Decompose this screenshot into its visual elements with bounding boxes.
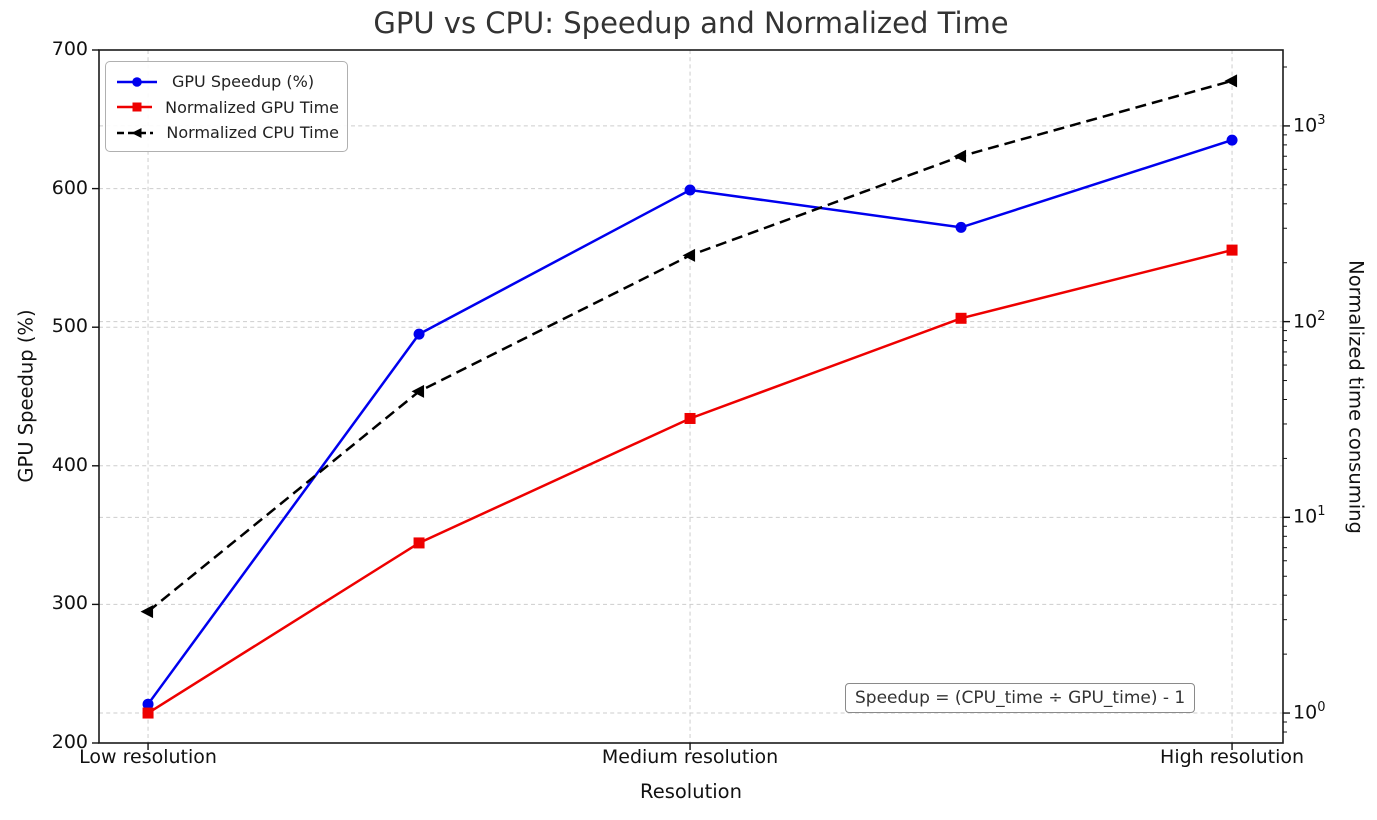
right-tick-label-1e2: 102 — [1293, 308, 1326, 332]
legend-label-cpu-time: Normalized CPU Time — [166, 123, 339, 142]
left-tick-label-200: 200 — [51, 731, 88, 753]
series-normalized-gpu-time — [142, 244, 1238, 719]
left-tick-label-400: 400 — [51, 453, 88, 476]
formula-annotation: Speedup = (CPU_time ÷ GPU_time) - 1 — [845, 683, 1196, 713]
data-point-normalized-gpu-time-3 — [955, 312, 967, 324]
legend-item-cpu-time: Normalized CPU Time — [115, 120, 339, 145]
left-tick-label-300: 300 — [51, 592, 88, 615]
x-tick-label-medium-resolution: Medium resolution — [601, 746, 779, 768]
plot-border — [98, 49, 1284, 744]
right-axis-label: Normalized time consuming — [1344, 260, 1368, 534]
data-point-gpu-speedup-2 — [684, 184, 696, 196]
series-gpu-speedup — [142, 134, 1238, 710]
data-point-gpu-speedup-0 — [142, 698, 154, 710]
left-tick-label-600: 600 — [51, 176, 88, 199]
legend-marker-circle — [132, 76, 142, 87]
data-point-normalized-cpu-time-2 — [682, 248, 696, 262]
data-point-normalized-cpu-time-1 — [411, 384, 425, 398]
right-tick-label-1e1: 101 — [1293, 504, 1326, 528]
x-tick-label-high-resolution: High resolution — [1160, 746, 1305, 768]
series-normalized-cpu-time — [140, 74, 1238, 619]
legend-item-gpu-time: Normalized GPU Time — [115, 95, 339, 120]
data-point-gpu-speedup-3 — [955, 221, 967, 233]
legend: GPU Speedup (%) Normalized GPU Time Norm… — [105, 61, 348, 152]
data-point-gpu-speedup-4 — [1226, 134, 1238, 146]
data-point-gpu-speedup-1 — [413, 328, 425, 340]
data-point-normalized-gpu-time-0 — [142, 707, 154, 719]
left-tick-label-700: 700 — [51, 38, 88, 60]
data-point-normalized-cpu-time-0 — [140, 605, 154, 619]
x-axis-label: Resolution — [640, 780, 742, 803]
left-tick-label-500: 500 — [51, 315, 88, 338]
legend-sample-gpu-speedup — [117, 76, 157, 87]
legend-sample-gpu-time — [117, 102, 153, 112]
chart-title: GPU vs CPU: Speedup and Normalized Time — [373, 6, 1009, 40]
legend-marker-square — [132, 102, 142, 112]
data-point-normalized-gpu-time-4 — [1226, 244, 1238, 256]
right-tick-label-1e3: 103 — [1293, 112, 1326, 137]
right-tick-label-1e0: 100 — [1293, 700, 1326, 724]
legend-label-gpu-time: Normalized GPU Time — [165, 97, 339, 117]
data-point-normalized-cpu-time-3 — [953, 149, 967, 163]
data-point-normalized-cpu-time-4 — [1224, 74, 1238, 88]
legend-label-gpu-speedup: GPU Speedup (%) — [172, 72, 315, 91]
data-point-normalized-gpu-time-2 — [684, 412, 696, 424]
legend-sample-cpu-time — [117, 127, 154, 138]
legend-marker-triangle-left — [131, 127, 142, 138]
data-point-normalized-gpu-time-1 — [413, 537, 425, 549]
x-tick-label-low-resolution: Low resolution — [79, 746, 217, 768]
legend-item-gpu-speedup: GPU Speedup (%) — [115, 69, 339, 94]
